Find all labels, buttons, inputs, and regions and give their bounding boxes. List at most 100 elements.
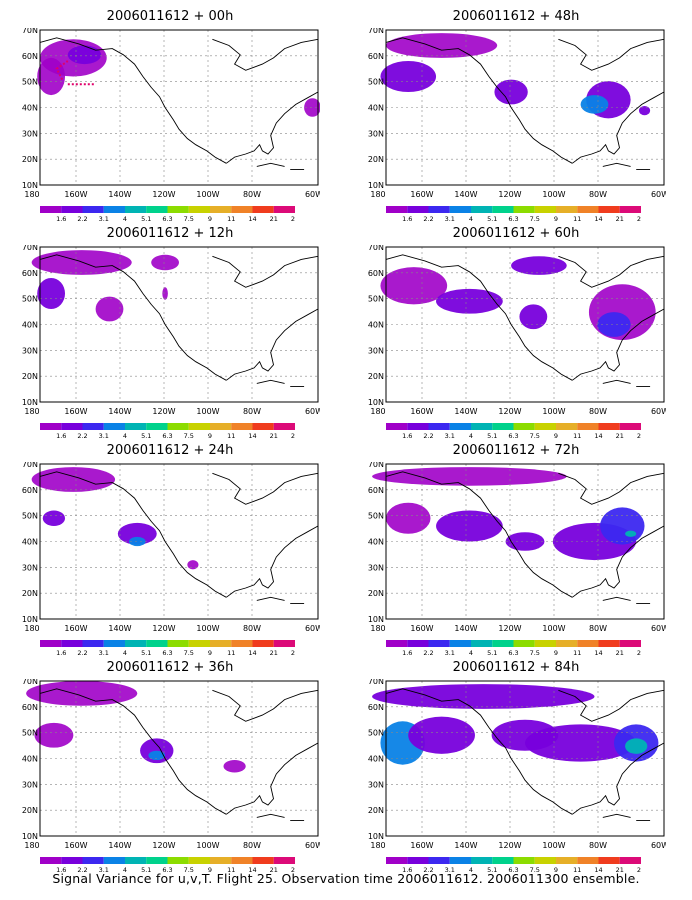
colorbar-label: 29 bbox=[291, 866, 295, 874]
colorbar-swatch bbox=[252, 857, 274, 864]
colorbar: 1.62.23.145.16.37.591114212940 bbox=[40, 640, 295, 657]
colorbar-label: 7.5 bbox=[184, 866, 194, 874]
variance-blob bbox=[372, 684, 595, 709]
colorbar-swatch bbox=[598, 857, 620, 864]
lon-tick-label: 180 bbox=[370, 407, 385, 416]
lat-tick-label: 50N bbox=[368, 78, 384, 87]
lon-tick-label: 140W bbox=[454, 190, 477, 199]
lon-tick-label: 180 bbox=[370, 841, 385, 850]
lat-tick-label: 20N bbox=[22, 589, 38, 598]
colorbar-label: 21 bbox=[616, 649, 624, 657]
lon-tick-label: 120W bbox=[498, 190, 521, 199]
lat-tick-label: 30N bbox=[22, 563, 38, 572]
lat-tick-label: 60N bbox=[368, 269, 384, 278]
colorbar-label: 11 bbox=[227, 866, 235, 874]
colorbar-label: 14 bbox=[594, 866, 602, 874]
colorbar-label: 29 bbox=[637, 215, 641, 223]
lon-tick-label: 140W bbox=[108, 407, 131, 416]
lat-tick-label: 10N bbox=[368, 615, 384, 624]
lat-tick-label: 50N bbox=[22, 295, 38, 304]
colorbar-label: 7.5 bbox=[184, 649, 194, 657]
lat-tick-label: 70N bbox=[368, 245, 384, 252]
figure-caption: Signal Variance for u,v,T. Flight 25. Ob… bbox=[52, 871, 640, 886]
colorbar-swatch bbox=[231, 206, 253, 213]
colorbar-swatch bbox=[407, 423, 429, 430]
variance-blob bbox=[140, 738, 174, 764]
panel-title: 2006011612 + 24h bbox=[106, 443, 234, 458]
lat-tick-label: 40N bbox=[368, 104, 384, 113]
panel-title: 2006011612 + 72h bbox=[452, 443, 580, 458]
colorbar-label: 1.6 bbox=[402, 432, 412, 440]
lat-tick-label: 50N bbox=[368, 295, 384, 304]
panel-title: 2006011612 + 00h bbox=[106, 9, 234, 24]
colorbar-swatch bbox=[252, 206, 274, 213]
colorbar-swatch bbox=[252, 640, 274, 647]
colorbar-swatch bbox=[231, 640, 253, 647]
map-panel-72h: 2006011612 + 72h 70N 60N 50N 40N 30N 20N 10N 18… bbox=[366, 442, 666, 657]
colorbar-label: 14 bbox=[248, 432, 256, 440]
colorbar-swatch bbox=[428, 857, 450, 864]
lon-tick-label: 60W bbox=[651, 407, 666, 416]
panel-title: 2006011612 + 60h bbox=[452, 226, 580, 241]
colorbar-label: 9 bbox=[554, 649, 558, 657]
colorbar-swatch bbox=[188, 206, 210, 213]
lon-tick-label: 100W bbox=[542, 841, 565, 850]
colorbar-label: 3.1 bbox=[445, 432, 455, 440]
lat-tick-label: 10N bbox=[368, 398, 384, 407]
coastline bbox=[226, 308, 319, 381]
colorbar-swatch bbox=[273, 423, 295, 430]
lon-tick-label: 140W bbox=[454, 624, 477, 633]
coastline bbox=[39, 688, 227, 815]
colorbar-label: 7.5 bbox=[530, 215, 540, 223]
lon-tick-label: 160W bbox=[64, 190, 87, 199]
colorbar-swatch bbox=[125, 423, 147, 430]
colorbar-swatch bbox=[513, 640, 535, 647]
coastline bbox=[256, 813, 285, 818]
colorbar-label: 21 bbox=[270, 432, 278, 440]
colorbar-swatch bbox=[598, 206, 620, 213]
colorbar-swatch bbox=[167, 206, 189, 213]
map-frame bbox=[385, 246, 665, 403]
lat-tick-label: 70N bbox=[22, 245, 38, 252]
colorbar-swatch bbox=[188, 640, 210, 647]
lon-tick-label: 80W bbox=[589, 190, 607, 199]
variance-blob bbox=[223, 760, 246, 773]
variance-blob bbox=[95, 296, 124, 322]
colorbar-label: 29 bbox=[637, 649, 641, 657]
variance-blob bbox=[151, 254, 180, 271]
colorbar-swatch bbox=[619, 857, 641, 864]
colorbar-label: 6.3 bbox=[508, 215, 518, 223]
colorbar-swatch bbox=[210, 640, 232, 647]
colorbar-swatch bbox=[492, 423, 514, 430]
variance-blob bbox=[128, 536, 146, 547]
coastline bbox=[558, 689, 665, 722]
colorbar-label: 5.1 bbox=[141, 215, 151, 223]
lat-tick-label: 60N bbox=[368, 486, 384, 495]
colorbar-label: 11 bbox=[227, 649, 235, 657]
variance-blob bbox=[580, 95, 609, 114]
colorbar-label: 5.1 bbox=[141, 866, 151, 874]
lat-tick-label: 30N bbox=[22, 129, 38, 138]
coastline bbox=[212, 38, 319, 71]
colorbar-swatch bbox=[40, 423, 62, 430]
lon-tick-label: 120W bbox=[152, 190, 175, 199]
colorbar-swatch bbox=[534, 423, 556, 430]
colorbar-label: 14 bbox=[248, 649, 256, 657]
colorbar-label: 29 bbox=[291, 432, 295, 440]
colorbar: 1.62.23.145.16.37.591114212940 bbox=[40, 857, 295, 874]
lon-tick-label: 140W bbox=[108, 841, 131, 850]
colorbar-swatch bbox=[231, 423, 253, 430]
colorbar-label: 4 bbox=[123, 866, 127, 874]
colorbar-label: 1.6 bbox=[56, 866, 66, 874]
lat-tick-label: 60N bbox=[22, 703, 38, 712]
colorbar: 1.62.23.145.16.37.591114212940 bbox=[40, 206, 295, 223]
colorbar-swatch bbox=[167, 857, 189, 864]
colorbar-label: 11 bbox=[573, 649, 581, 657]
colorbar-label: 6.3 bbox=[508, 649, 518, 657]
colorbar-swatch bbox=[619, 206, 641, 213]
colorbar-label: 11 bbox=[573, 215, 581, 223]
colorbar-swatch bbox=[146, 423, 168, 430]
colorbar-label: 21 bbox=[270, 866, 278, 874]
lon-tick-label: 80W bbox=[589, 624, 607, 633]
